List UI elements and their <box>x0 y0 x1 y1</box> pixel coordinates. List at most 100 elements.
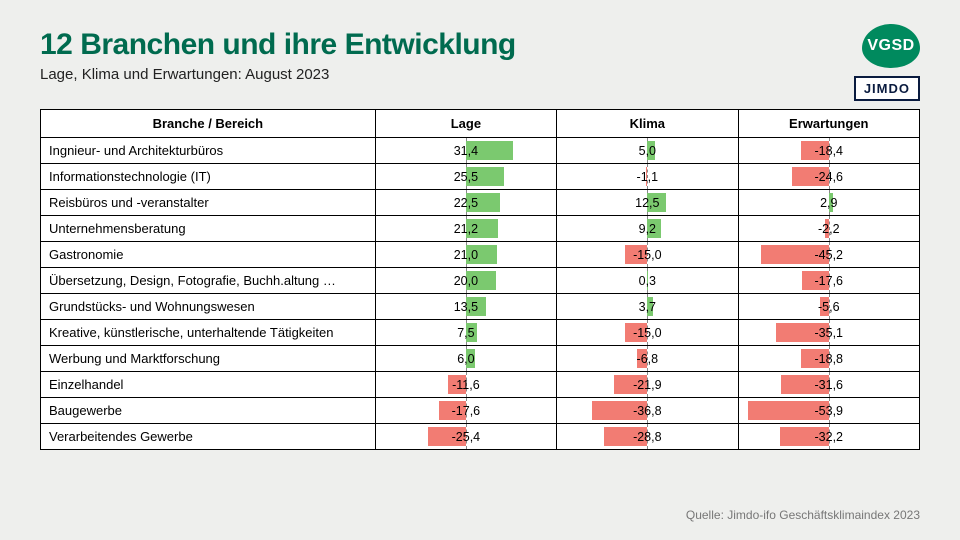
midline <box>647 320 648 345</box>
row-name: Ingnieur- und Architekturbüros <box>41 138 376 164</box>
midline <box>647 346 648 371</box>
header-row: Branche / Bereich Lage Klima Erwartungen <box>41 110 920 138</box>
bar-cell: 20,0 <box>375 268 556 294</box>
midline <box>829 164 830 189</box>
table-row: Einzelhandel-11,6-21,9-31,6 <box>41 372 920 398</box>
row-name: Einzelhandel <box>41 372 376 398</box>
midline <box>466 398 467 423</box>
table-row: Ingnieur- und Architekturbüros31,45,0-18… <box>41 138 920 164</box>
midline <box>466 424 467 449</box>
bar-cell: -53,9 <box>738 398 919 424</box>
bar-cell: 2,9 <box>738 190 919 216</box>
row-name: Gastronomie <box>41 242 376 268</box>
bar-negative <box>761 245 829 264</box>
bar-cell: -28,8 <box>557 424 738 450</box>
col-header-erwartungen: Erwartungen <box>738 110 919 138</box>
bar-cell: -32,2 <box>738 424 919 450</box>
table-row: Verarbeitendes Gewerbe-25,4-28,8-32,2 <box>41 424 920 450</box>
bar-cell: 31,4 <box>375 138 556 164</box>
midline <box>647 372 648 397</box>
bar-negative <box>802 271 828 290</box>
data-table-wrap: Branche / Bereich Lage Klima Erwartungen… <box>40 109 920 450</box>
bar-cell: 7,5 <box>375 320 556 346</box>
midline <box>829 372 830 397</box>
bar-negative <box>614 375 647 394</box>
bar-negative <box>781 375 829 394</box>
bar-cell: -45,2 <box>738 242 919 268</box>
table-row: Übersetzung, Design, Fotografie, Buchh.a… <box>41 268 920 294</box>
bar-negative <box>625 323 648 342</box>
row-name: Übersetzung, Design, Fotografie, Buchh.a… <box>41 268 376 294</box>
bar-positive <box>466 167 504 186</box>
bar-cell: -6,8 <box>557 346 738 372</box>
bar-positive <box>647 297 653 316</box>
bar-cell: 6,0 <box>375 346 556 372</box>
table-row: Werbung und Marktforschung6,0-6,8-18,8 <box>41 346 920 372</box>
bar-cell: 25,5 <box>375 164 556 190</box>
col-header-lage: Lage <box>375 110 556 138</box>
bar-cell: -15,0 <box>557 320 738 346</box>
bar-cell: -11,6 <box>375 372 556 398</box>
midline <box>647 424 648 449</box>
bar-positive <box>647 141 655 160</box>
bar-negative <box>801 141 829 160</box>
bar-cell: -35,1 <box>738 320 919 346</box>
bar-cell: 22,5 <box>375 190 556 216</box>
bar-positive <box>466 323 477 342</box>
row-name: Unternehmensberatung <box>41 216 376 242</box>
row-name: Kreative, künstlerische, unterhaltende T… <box>41 320 376 346</box>
bar-cell: -25,4 <box>375 424 556 450</box>
bar-negative <box>825 219 828 238</box>
bar-negative <box>428 427 466 446</box>
bar-positive <box>647 193 666 212</box>
bar-cell: -15,0 <box>557 242 738 268</box>
bar-cell: -17,6 <box>738 268 919 294</box>
page-title: 12 Branchen und ihre Entwicklung <box>40 28 920 62</box>
row-name: Informationstechnologie (IT) <box>41 164 376 190</box>
row-name: Verarbeitendes Gewerbe <box>41 424 376 450</box>
table-row: Gastronomie21,0-15,0-45,2 <box>41 242 920 268</box>
midline <box>829 320 830 345</box>
header: 12 Branchen und ihre Entwicklung Lage, K… <box>0 0 960 91</box>
bar-cell: 9,2 <box>557 216 738 242</box>
row-name: Baugewerbe <box>41 398 376 424</box>
bar-negative <box>604 427 647 446</box>
bar-cell: -2,2 <box>738 216 919 242</box>
bar-negative <box>646 167 648 186</box>
bar-positive <box>466 245 498 264</box>
bar-positive <box>466 297 486 316</box>
midline <box>829 138 830 163</box>
table-row: Unternehmensberatung21,29,2-2,2 <box>41 216 920 242</box>
bar-negative <box>637 349 647 368</box>
bar-cell: -31,6 <box>738 372 919 398</box>
midline <box>829 216 830 241</box>
bar-positive <box>829 193 833 212</box>
table-row: Baugewerbe-17,6-36,8-53,9 <box>41 398 920 424</box>
bar-positive <box>466 141 513 160</box>
source-text: Quelle: Jimdo-ifo Geschäftsklimaindex 20… <box>686 508 920 522</box>
bar-negative <box>776 323 829 342</box>
bar-negative <box>801 349 829 368</box>
bar-positive <box>466 349 475 368</box>
data-table: Branche / Bereich Lage Klima Erwartungen… <box>40 109 920 450</box>
bar-cell: -18,8 <box>738 346 919 372</box>
bar-positive <box>466 219 498 238</box>
midline <box>829 294 830 319</box>
midline <box>647 242 648 267</box>
table-row: Kreative, künstlerische, unterhaltende T… <box>41 320 920 346</box>
bar-negative <box>820 297 828 316</box>
vgsd-logo: VGSD <box>862 24 920 68</box>
bar-cell: -36,8 <box>557 398 738 424</box>
midline <box>647 164 648 189</box>
bar-negative <box>448 375 465 394</box>
bar-cell: -24,6 <box>738 164 919 190</box>
midline <box>466 372 467 397</box>
midline <box>647 398 648 423</box>
bar-negative <box>439 401 465 420</box>
midline <box>829 242 830 267</box>
table-row: Reisbüros und -veranstalter22,512,52,9 <box>41 190 920 216</box>
table-row: Informationstechnologie (IT)25,5-1,1-24,… <box>41 164 920 190</box>
midline <box>829 424 830 449</box>
row-name: Reisbüros und -veranstalter <box>41 190 376 216</box>
bar-cell: 3,7 <box>557 294 738 320</box>
